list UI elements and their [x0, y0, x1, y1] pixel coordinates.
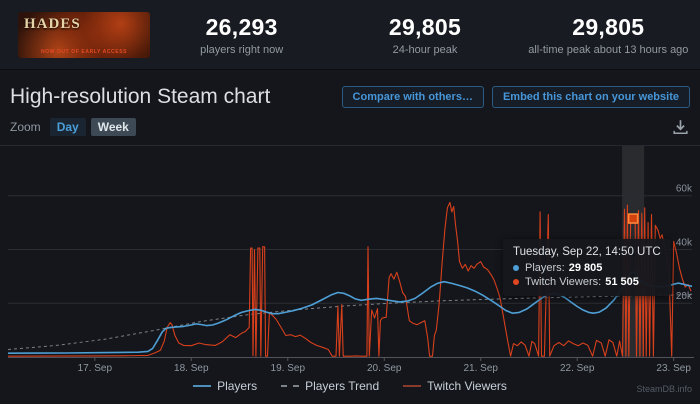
- chart-tooltip: Tuesday, Sep 22, 14:50 UTC Players: 29 8…: [503, 239, 671, 296]
- twitch-hover-marker: [627, 213, 639, 224]
- chart-toolbar: Zoom Day Week: [0, 111, 700, 136]
- legend-item-players-trend[interactable]: Players Trend: [281, 379, 379, 393]
- stat-alltime-peak-value: 29,805: [572, 13, 645, 40]
- stat-alltime-peak-label: all-time peak about 13 hours ago: [528, 43, 689, 56]
- players-bullet-icon: [513, 265, 519, 271]
- x-tick-19. Sep: 19. Sep: [271, 363, 306, 374]
- x-tick-23. Sep: 23. Sep: [656, 363, 691, 374]
- tooltip-players-value: 29 805: [568, 262, 603, 274]
- x-tick-21. Sep: 21. Sep: [463, 363, 498, 374]
- series-players[interactable]: [7, 276, 693, 354]
- y-tick-40k: 40k: [676, 237, 693, 248]
- stat-24h-peak: 29,805 24-hour peak: [333, 14, 516, 56]
- watermark: SteamDB.info: [636, 384, 692, 394]
- tooltip-row-players: Players: 29 805: [513, 262, 661, 274]
- series-twitch-viewers[interactable]: [7, 201, 692, 357]
- stats-group: 26,293 players right now 29,805 24-hour …: [150, 14, 700, 56]
- x-tick-20. Sep: 20. Sep: [367, 363, 402, 374]
- stat-players-now-value: 26,293: [205, 13, 278, 40]
- section-header: High-resolution Steam chart Compare with…: [0, 70, 700, 111]
- game-banner-title: HADES: [24, 15, 81, 32]
- x-tick-22. Sep: 22. Sep: [560, 363, 595, 374]
- zoom-option-week[interactable]: Week: [90, 117, 136, 136]
- stats-bar: HADES NOW OUT OF EARLY ACCESS 26,293 pla…: [0, 0, 700, 70]
- page-title: High-resolution Steam chart: [10, 85, 271, 108]
- legend-swatch-icon: [281, 385, 300, 387]
- legend-swatch-icon: [403, 385, 422, 387]
- legend-label: Players Trend: [305, 379, 380, 393]
- x-tick-17. Sep: 17. Sep: [78, 363, 113, 374]
- twitch-bullet-icon: [513, 279, 519, 285]
- legend-swatch-icon: [193, 385, 212, 387]
- stat-24h-peak-label: 24-hour peak: [392, 43, 458, 56]
- legend-item-players[interactable]: Players: [193, 379, 257, 393]
- chart-legend: Players Players Trend Twitch Viewers: [0, 379, 700, 393]
- game-banner[interactable]: HADES NOW OUT OF EARLY ACCESS: [18, 11, 150, 58]
- y-tick-60k: 60k: [676, 184, 693, 195]
- legend-item-twitch-viewers[interactable]: Twitch Viewers: [403, 379, 507, 393]
- tooltip-title: Tuesday, Sep 22, 14:50 UTC: [513, 246, 661, 258]
- embed-button[interactable]: Embed this chart on your website: [491, 86, 690, 108]
- stat-players-now-label: players right now: [200, 43, 284, 56]
- chart-area[interactable]: 20k 40k 60k 17. Sep 18. Sep 19. Sep 20. Sep 21.…: [0, 145, 700, 404]
- zoom-label: Zoom: [10, 119, 41, 134]
- tooltip-twitch-value: 51 505: [605, 276, 639, 288]
- series-players-trend[interactable]: [7, 294, 693, 350]
- zoom-option-day[interactable]: Day: [49, 117, 86, 136]
- tooltip-twitch-label: Twitch Viewers:: [525, 276, 602, 288]
- download-icon[interactable]: [671, 117, 690, 136]
- tooltip-row-twitch: Twitch Viewers: 51 505: [513, 276, 661, 288]
- legend-label: Twitch Viewers: [427, 379, 507, 393]
- legend-label: Players: [217, 379, 258, 393]
- stat-players-now: 26,293 players right now: [150, 14, 333, 56]
- game-banner-subtitle: NOW OUT OF EARLY ACCESS: [40, 48, 128, 55]
- compare-button[interactable]: Compare with others…: [341, 86, 484, 108]
- y-tick-20k: 20k: [676, 291, 693, 302]
- stat-alltime-peak: 29,805 all-time peak about 13 hours ago: [517, 14, 700, 56]
- tooltip-players-label: Players:: [525, 262, 565, 274]
- stat-24h-peak-value: 29,805: [388, 13, 462, 40]
- x-tick-18. Sep: 18. Sep: [174, 363, 209, 374]
